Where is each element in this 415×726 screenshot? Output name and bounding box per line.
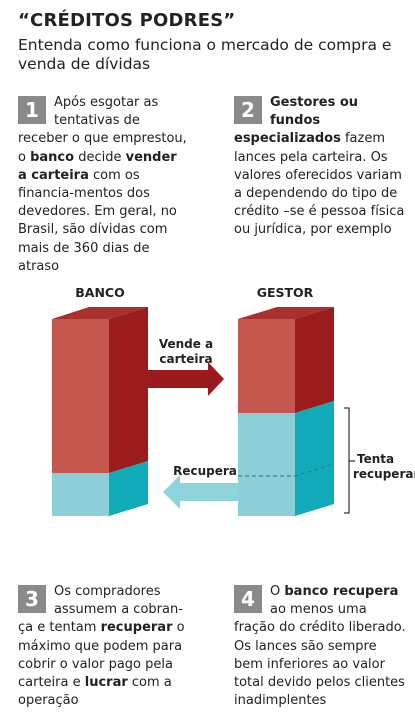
bracket-label-line1: Tenta [357, 452, 394, 466]
step-text-bold: banco [30, 149, 75, 165]
banco-bar [52, 307, 148, 516]
recover-label: Recupera [173, 464, 237, 478]
sell-arrow [148, 362, 224, 396]
gestor-bar-dashed-line [238, 463, 335, 477]
recover-arrow [163, 475, 238, 509]
step-text: com os financia-mentos dos devedores. Em… [18, 167, 177, 274]
step-number-2: 2 [234, 96, 262, 124]
banco-bar-teal-front [52, 473, 109, 516]
step-1: 1 Após esgotar as tentativas de receber … [18, 94, 188, 276]
banco-bar-red-side [109, 307, 148, 473]
gestor-bar [238, 307, 335, 516]
banco-label: BANCO [75, 285, 124, 300]
step-text: fazem lances pela carteira. Os valores o… [234, 131, 405, 238]
sell-label-line2: carteira [159, 352, 212, 366]
step-4: 4 O banco recupera ao menos uma fração d… [234, 583, 406, 710]
gestor-label: GESTOR [257, 285, 314, 300]
step-number-4: 4 [234, 585, 262, 613]
step-3-text: Os compradores assumem a cobran-ça e ten… [18, 584, 185, 708]
page-title: “CRÉDITOS PODRES” [18, 10, 236, 31]
step-text-bold: vender a carteira [18, 149, 177, 183]
step-text-bold: lucrar [84, 675, 128, 691]
step-number-3: 3 [18, 585, 46, 613]
bracket-label-line2: recuperar [353, 467, 415, 481]
page-subtitle: Entenda como funciona o mercado de compr… [18, 36, 392, 73]
step-text: com a operação [18, 675, 172, 709]
banco-bar-red-front [52, 319, 109, 473]
recover-bracket [344, 407, 355, 514]
sell-label-line1: Vende a [159, 337, 213, 351]
step-4-text: O banco recupera ao menos uma fração do … [234, 584, 406, 708]
step-2: 2 Gestores ou fundos especializados faze… [234, 94, 406, 240]
gestor-bar-red-front [238, 319, 295, 413]
step-text-bold: banco recupera [284, 584, 399, 599]
step-1-text: Após esgotar as tentativas de receber o … [18, 95, 187, 274]
step-text: Os compradores assumem a cobran-ça e ten… [18, 584, 183, 636]
step-3: 3 Os compradores assumem a cobran-ça e t… [18, 583, 190, 710]
step-number-1: 1 [18, 96, 46, 124]
step-text: decide [74, 149, 126, 165]
gestor-bar-top [238, 307, 334, 319]
banco-bar-top [52, 307, 148, 319]
banco-bar-teal-side [109, 461, 148, 516]
step-text: o máximo que podem para cobrir o valor p… [18, 620, 185, 691]
step-2-text: Gestores ou fundos especializados fazem … [234, 95, 404, 237]
gestor-bar-red-side [295, 307, 334, 413]
step-text: O [270, 584, 285, 599]
step-text: ao menos uma fração do crédito liberado.… [234, 602, 406, 709]
step-text-bold: Gestores ou fundos especializados [234, 95, 359, 147]
gestor-bar-teal-side [295, 401, 334, 516]
step-text: Após esgotar as tentativas de receber o … [18, 95, 187, 165]
gestor-bar-teal-front [238, 413, 295, 516]
step-text-bold: recuperar [100, 620, 173, 636]
